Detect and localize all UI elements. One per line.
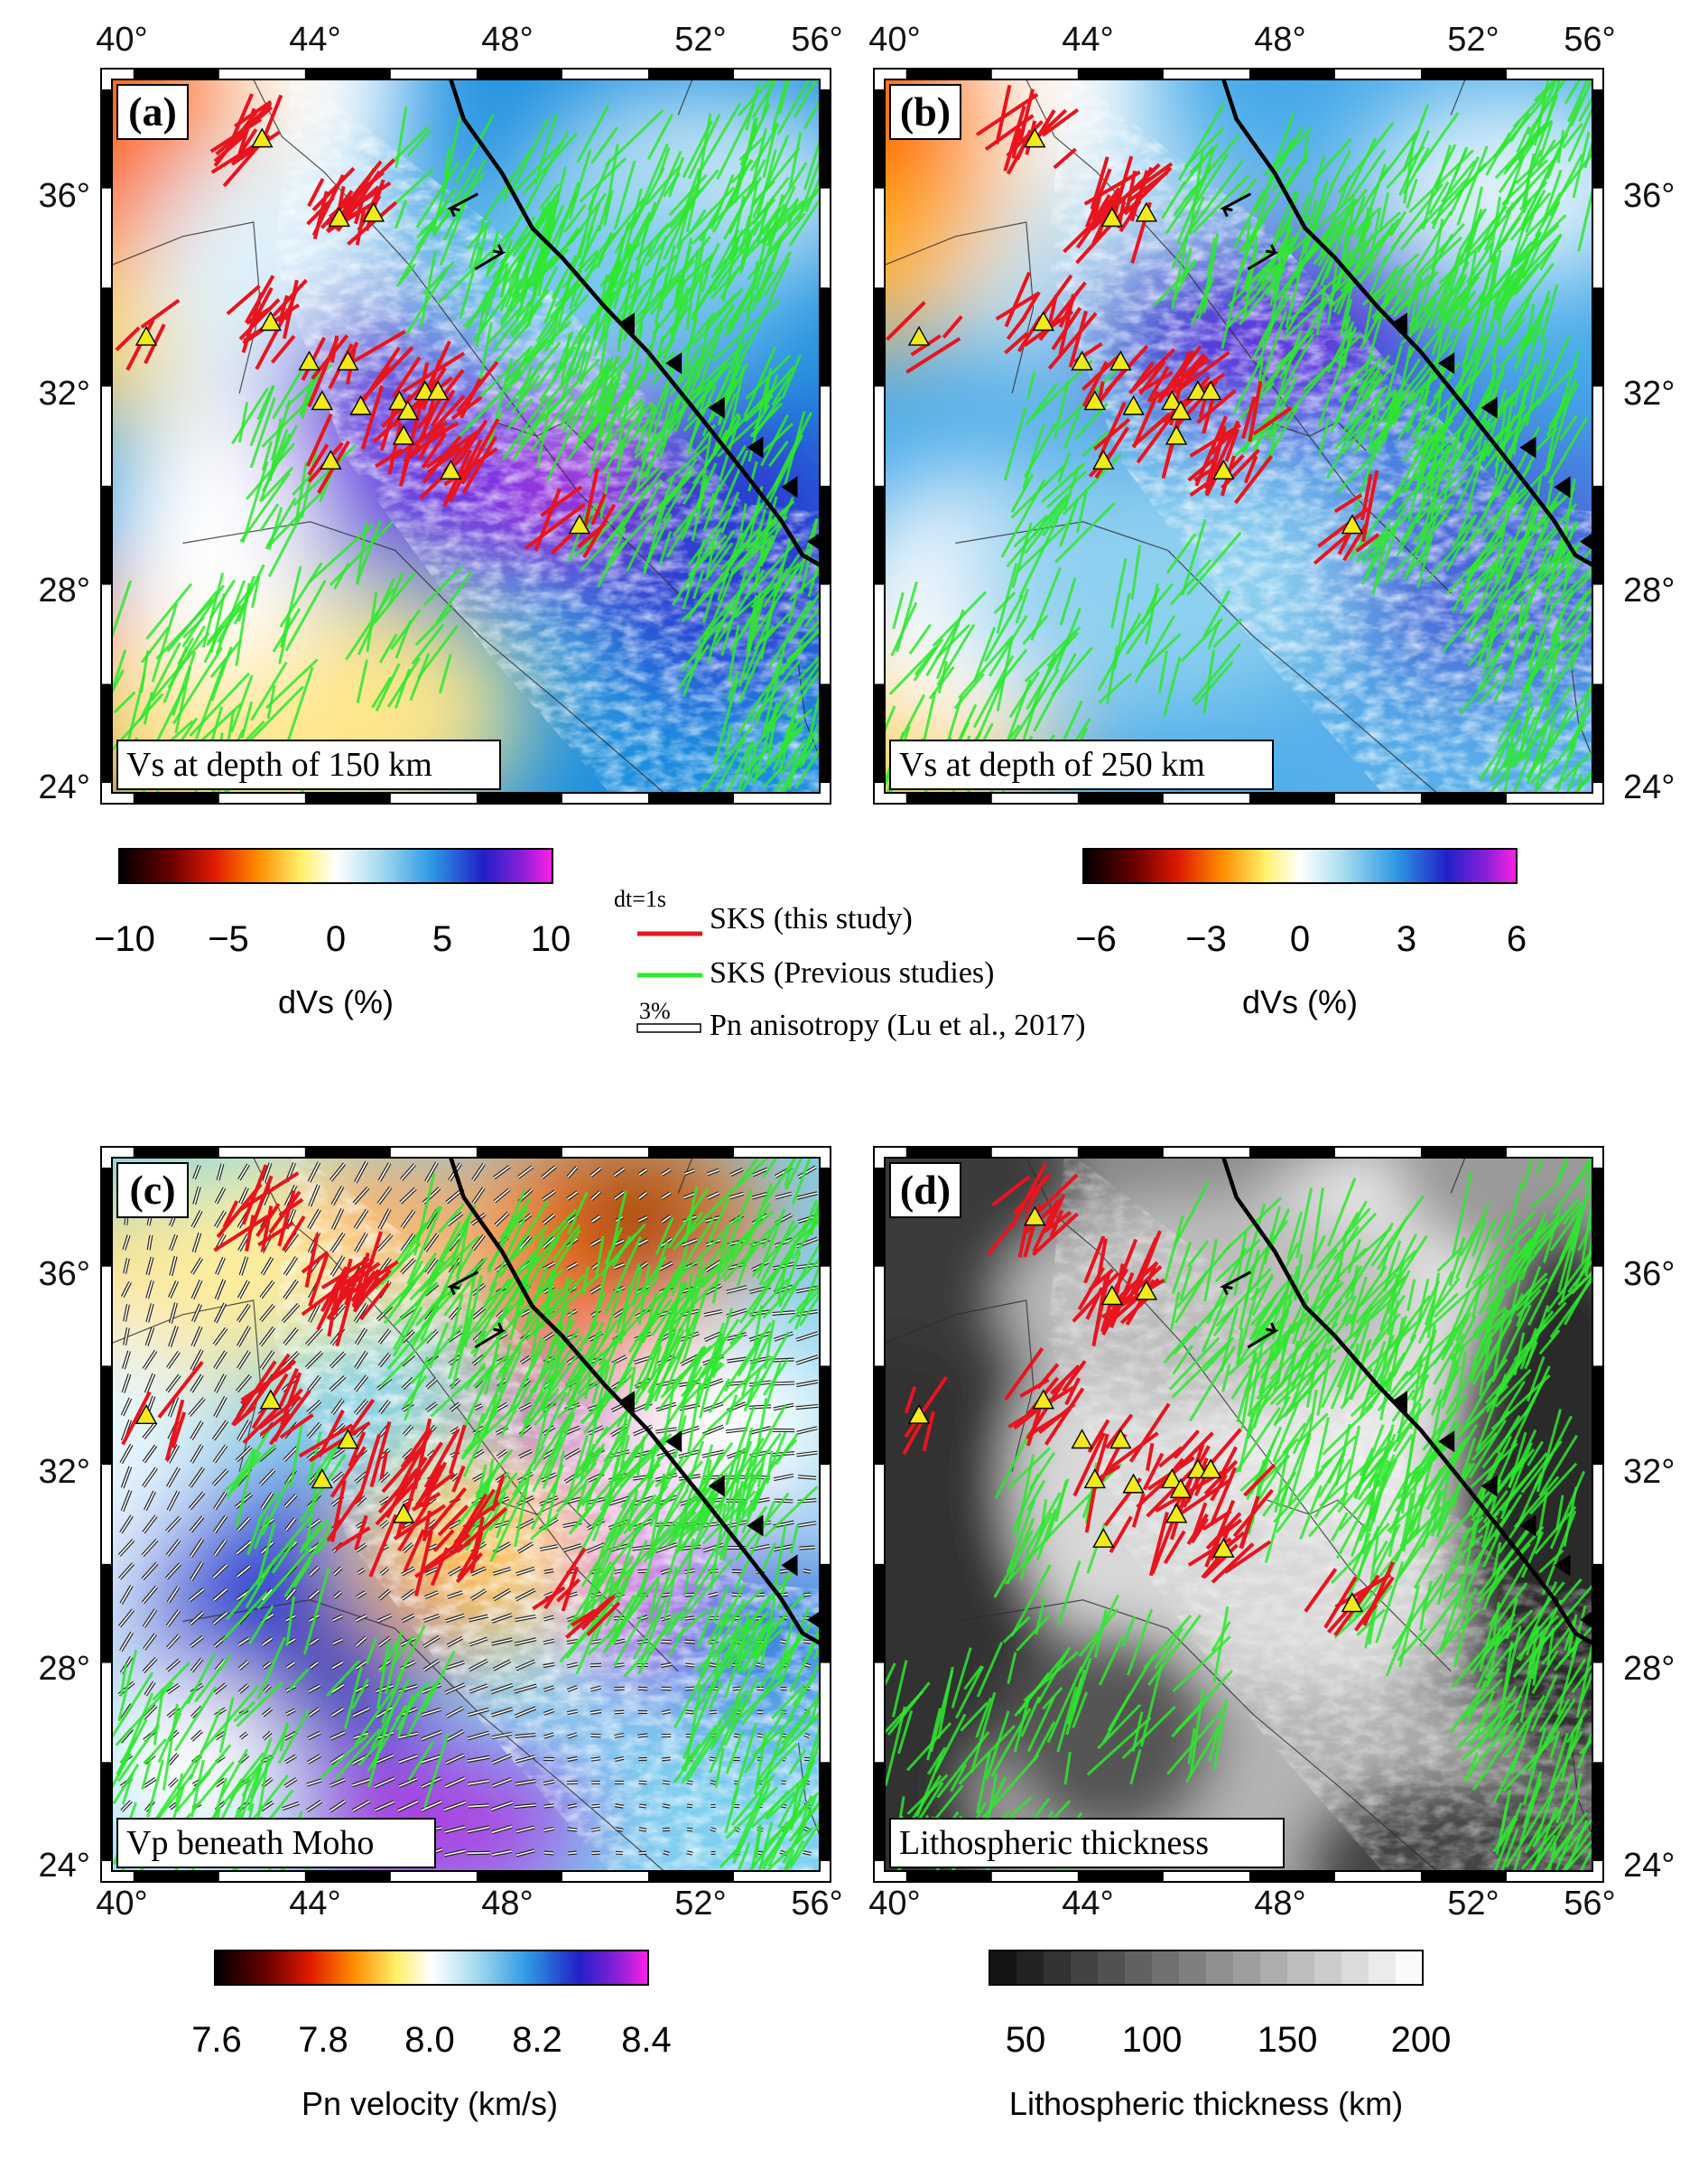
lat-tick-labels-left-c: 36° 32° 28° 24° [39, 1255, 90, 1885]
legend: dt=1s SKS (this study) SKS (Previous stu… [614, 886, 1085, 1042]
colorbar-c: 7.6 7.8 8.0 8.2 8.4 Pn velocity (km/s) [191, 1950, 672, 2122]
legend-sks-this-label: SKS (this study) [710, 902, 913, 936]
colorbar-b: −6 −3 0 3 6 dVs (%) [1075, 848, 1527, 1020]
legend-pn-label: Pn anisotropy (Lu et al., 2017) [710, 1009, 1085, 1042]
lat-tick-labels-right-d: 36° 32° 28° 24° [1623, 1255, 1675, 1885]
lon-tick-labels-top-a: 40° 44° 48° 52° 56° [96, 21, 842, 59]
panel-d-labels: (d) Lithospheric thickness [889, 1162, 1285, 1868]
colorbar-d-steps [989, 1951, 1424, 1985]
panel-title-d: Lithospheric thickness [899, 1824, 1209, 1862]
lon-tick-labels-bottom-d: 40° 44° 48° 52° 56° [868, 1885, 1615, 1923]
legend-pn-scale: 3% [639, 998, 671, 1024]
panel-letter-c: (c) [129, 1167, 175, 1213]
panel-c-labels: (c) Vp beneath Moho [116, 1162, 436, 1868]
panel-letter-b: (b) [900, 88, 951, 135]
panel-b-labels: (b) Vs at depth of 250 km [889, 84, 1274, 790]
map-panel-vs150 [100, 68, 831, 805]
map-panel-pn-velocity [100, 1146, 831, 1883]
colorbar-d: 50 100 150 200 Lithospheric thickness (k… [989, 1950, 1451, 2122]
panel-a-labels: (a) Vs at depth of 150 km [116, 84, 501, 790]
colorbar-a: −10 −5 0 5 10 dVs (%) [94, 848, 571, 1020]
panel-title-c: Vp beneath Moho [126, 1824, 374, 1862]
legend-pn-swatch [636, 1023, 701, 1033]
lon-tick-labels-top-b: 40° 44° 48° 52° 56° [868, 21, 1615, 59]
panel-title-a: Vs at depth of 150 km [126, 746, 432, 784]
legend-sks-prev-label: SKS (Previous studies) [710, 956, 994, 990]
panel-letter-a: (a) [128, 88, 177, 135]
lat-tick-labels-left-a: 36° 32° 28° 24° [39, 177, 90, 806]
lat-tick-labels-right-b: 36° 32° 28° 24° [1623, 177, 1675, 806]
panel-title-b: Vs at depth of 250 km [899, 746, 1205, 784]
panel-letter-d: (d) [900, 1167, 951, 1213]
map-panel-vs250 [873, 68, 1604, 805]
map-panel-lithospheric-thickness [873, 1146, 1604, 1883]
legend-dt-label: dt=1s [614, 886, 666, 912]
lon-tick-labels-bottom-c: 40° 44° 48° 52° 56° [96, 1885, 842, 1923]
